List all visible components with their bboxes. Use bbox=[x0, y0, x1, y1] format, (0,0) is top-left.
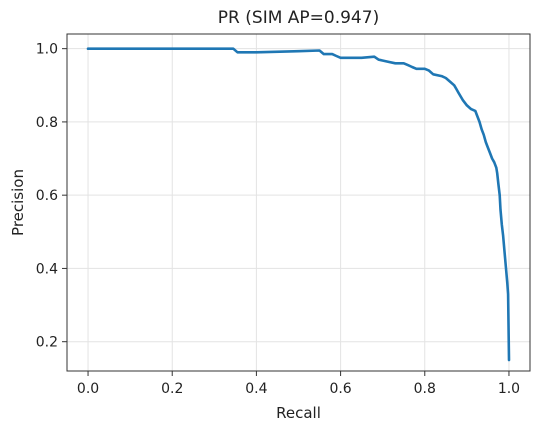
tick-layer: 0.0 0.2 0.4 0.6 0.8 1.0 0.2 0.4 0.6 0.8 1.0 bbox=[36, 42, 520, 397]
y-tick-label: 0.2 bbox=[36, 335, 58, 351]
x-tick-label: 0.2 bbox=[161, 381, 183, 397]
y-tick-label: 0.4 bbox=[36, 261, 58, 277]
y-tick-label: 0.6 bbox=[36, 188, 58, 204]
x-tick-label: 0.4 bbox=[245, 381, 267, 397]
pr-curve-line bbox=[86, 47, 511, 362]
series-layer bbox=[86, 47, 511, 362]
chart-title: PR (SIM AP=0.947) bbox=[218, 8, 379, 28]
x-tick-label: 1.0 bbox=[498, 381, 520, 397]
y-axis-label: Precision bbox=[9, 169, 27, 236]
y-tick-label: 0.8 bbox=[36, 115, 58, 131]
plot-area-frame bbox=[66, 33, 531, 372]
grid-layer bbox=[67, 34, 530, 371]
x-tick-label: 0.6 bbox=[329, 381, 351, 397]
y-tick-label: 1.0 bbox=[36, 42, 58, 58]
x-axis-label: Recall bbox=[276, 404, 321, 422]
x-tick-label: 0.8 bbox=[414, 381, 436, 397]
x-tick-label: 0.0 bbox=[77, 381, 99, 397]
